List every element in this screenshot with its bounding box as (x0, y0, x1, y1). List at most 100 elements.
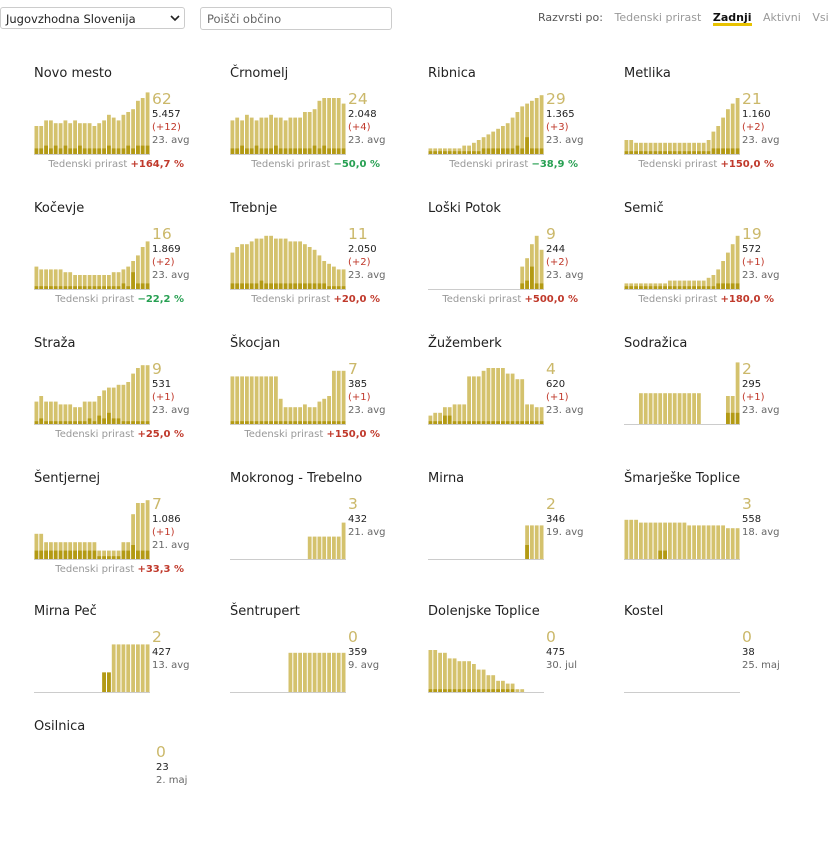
cases-bar (467, 145, 471, 154)
municipality-card[interactable]: Metlika 21 1.160 (+2) 23. avg Tedenski priras… (624, 66, 814, 196)
municipality-card[interactable]: Škocjan 7 385 (+1) 23. avg Tedenski prirast +… (230, 336, 420, 466)
municipality-card[interactable]: Žužemberk 4 620 (+1) 23. avg (428, 336, 618, 466)
cases-bar (58, 123, 63, 154)
municipality-card[interactable]: Sodražica 2 295 (+1) 23. avg (624, 336, 814, 466)
cases-bar (136, 368, 140, 424)
cases-bar (293, 652, 298, 692)
municipality-stats: 29 1.365 (+3) 23. avg (546, 91, 583, 147)
new-cases-bar (293, 283, 298, 289)
cases-bar (126, 542, 131, 559)
cases-bar (735, 528, 740, 559)
cases-bar (53, 269, 58, 289)
cases-bar-chart (34, 644, 150, 693)
new-cases-bar (240, 145, 244, 154)
new-cases-bar (341, 421, 346, 424)
cases-bar (317, 536, 322, 559)
new-cases-bar (82, 148, 87, 154)
municipality-card[interactable]: Straža 9 531 (+1) 23. avg Tedenski prirast +2… (34, 336, 224, 466)
cases-bar (307, 112, 312, 154)
cases-bar (322, 398, 327, 424)
cases-bar (534, 235, 539, 289)
municipality-card[interactable]: Šentjernej 7 1.086 (+1) 21. avg Tedenski prir… (34, 471, 224, 601)
cases-bar (457, 148, 462, 154)
municipality-stats: 11 2.050 (+2) 23. avg (348, 226, 385, 282)
municipality-card[interactable]: Novo mesto 62 5.457 (+12) 23. avg Tedenski pr… (34, 66, 224, 196)
municipality-card[interactable]: Šentrupert 0 359 9. avg (230, 604, 420, 734)
last-update-date: 13. avg (152, 660, 190, 671)
cases-bar (447, 658, 452, 692)
cases-bar (116, 644, 121, 692)
cases-bar (634, 283, 638, 289)
municipality-card[interactable]: Kostel 0 38 25. maj (624, 604, 814, 734)
cases-bar (68, 123, 73, 154)
search-input[interactable] (200, 7, 392, 30)
cases-bar (341, 522, 346, 559)
municipality-card[interactable]: Dolenjske Toplice 0 475 30. jul (428, 604, 618, 734)
sort-option-all[interactable]: Vsi (812, 11, 829, 24)
cases-bar (510, 683, 515, 692)
new-cases-bar (245, 283, 249, 289)
municipality-name: Kostel (624, 604, 664, 619)
municipality-card[interactable]: Šmarješke Toplice 3 558 18. avg (624, 471, 814, 601)
municipality-card[interactable]: Semič 19 572 (+1) 23. avg Tedenski prirast +1… (624, 201, 814, 331)
new-cases-bar (716, 148, 721, 154)
municipality-card[interactable]: Loški Potok 9 244 (+2) 23. avg Tedenski prira… (428, 201, 618, 331)
cases-bar (145, 500, 150, 559)
cases-bar (539, 249, 544, 289)
municipality-card[interactable]: Mirna 2 346 19. avg (428, 471, 618, 601)
cases-bar (53, 123, 58, 154)
total-cases: 244 (546, 244, 566, 255)
cases-bar (472, 376, 476, 424)
new-cases-bar (97, 286, 102, 289)
cases-bar (131, 373, 135, 424)
region-select[interactable]: Jugovzhodna Slovenija (0, 7, 185, 29)
municipality-card[interactable]: Trebnje 11 2.050 (+2) 23. avg Tedenski priras… (230, 201, 420, 331)
municipality-card[interactable]: Mirna Peč 2 427 13. avg (34, 604, 224, 734)
cases-bar (687, 142, 692, 154)
weekly-growth-label: Tedenski prirast (55, 564, 135, 575)
sort-option-weekly[interactable]: Tedenski prirast (614, 11, 702, 24)
cases-bar (145, 241, 150, 289)
region-select-value: Jugovzhodna Slovenija (6, 12, 136, 26)
cases-bar (254, 238, 259, 289)
cases-bar (336, 536, 341, 559)
municipality-stats: 16 1.869 (+2) 23. avg (152, 226, 189, 282)
cases-bar (634, 142, 638, 154)
new-cases-bar (254, 421, 259, 424)
municipality-stats: 9 531 (+1) 23. avg (152, 361, 189, 417)
new-cases-bar (259, 421, 264, 424)
new-cases-bar (240, 283, 244, 289)
municipality-card[interactable]: Osilnica 0 23 2. maj (34, 719, 224, 849)
municipality-card[interactable]: Črnomelj 24 2.048 (+4) 23. avg Tedenski prira… (230, 66, 420, 196)
active-cases: 3 (348, 495, 358, 513)
cases-bar (298, 117, 302, 154)
weekly-growth-value: −50,0 % (333, 159, 380, 170)
new-cases-bar (73, 550, 77, 559)
municipality-name: Mirna (428, 471, 465, 486)
cases-bar (92, 275, 97, 289)
cases-bar (515, 379, 520, 424)
cases-bar (240, 376, 244, 424)
daily-delta: (+1) (152, 392, 175, 403)
municipality-card[interactable]: Kočevje 16 1.869 (+2) 23. avg Tedenski priras… (34, 201, 224, 331)
sort-option-active[interactable]: Aktivni (763, 11, 801, 24)
sort-option-latest[interactable]: Zadnji (712, 11, 752, 26)
cases-bar (245, 244, 249, 289)
new-cases-bar (730, 283, 735, 289)
last-update-date: 23. avg (152, 135, 190, 146)
cases-bar (643, 283, 648, 289)
new-cases-bar (34, 286, 39, 289)
cases-bar (126, 382, 131, 424)
new-cases-bar (701, 151, 706, 154)
new-cases-bar (438, 151, 442, 154)
new-cases-bar (457, 421, 462, 424)
new-cases-bar (307, 421, 312, 424)
new-cases-bar (510, 421, 515, 424)
new-cases-bar (254, 145, 259, 154)
new-cases-bar (92, 286, 97, 289)
municipality-card[interactable]: Mokronog - Trebelno 3 432 21. avg (230, 471, 420, 601)
cases-bar (303, 244, 307, 289)
cases-bar (39, 126, 44, 154)
municipality-card[interactable]: Ribnica 29 1.365 (+3) 23. avg Tedenski priras… (428, 66, 618, 196)
daily-delta: (+1) (348, 392, 371, 403)
